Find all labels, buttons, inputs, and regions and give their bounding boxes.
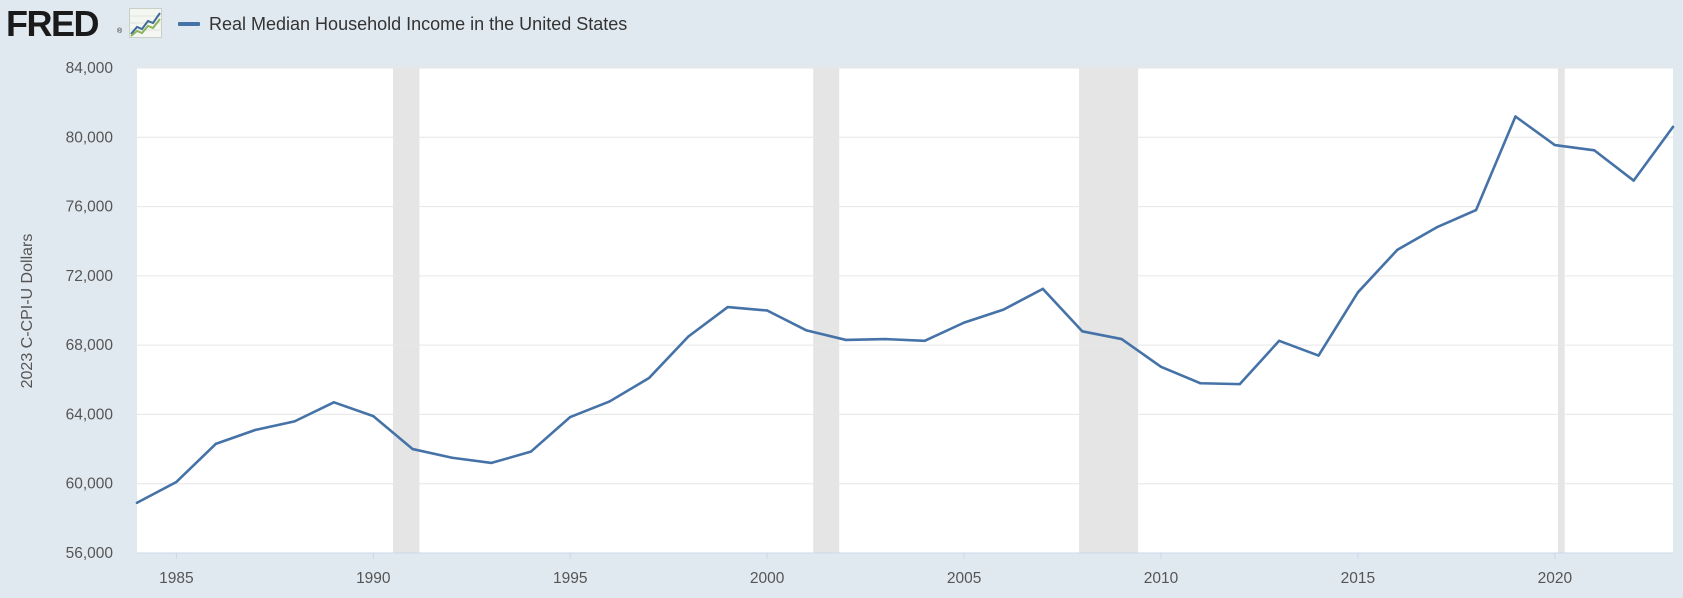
data-point-2007[interactable] xyxy=(1041,287,1045,291)
y-axis-label: 2023 C-CPI-U Dollars xyxy=(19,234,36,389)
y-tick-label: 68,000 xyxy=(66,337,114,354)
data-point-1991[interactable] xyxy=(411,447,414,451)
data-point-2021[interactable] xyxy=(1593,149,1596,152)
x-tick-label: 2010 xyxy=(1144,570,1179,587)
x-tick-label: 2005 xyxy=(947,570,981,587)
x-tick-label: 2015 xyxy=(1341,570,1375,587)
data-point-2020[interactable] xyxy=(1553,143,1557,147)
y-tick-label: 84,000 xyxy=(66,60,114,77)
data-point-1988[interactable] xyxy=(293,420,296,423)
y-axis-ticks: 56,000 60,000 64,000 68,000 72,000 76,000 80,0… xyxy=(66,60,114,562)
data-point-2013[interactable] xyxy=(1277,339,1281,343)
y-tick-label: 56,000 xyxy=(66,545,114,562)
chart-header: FRED ® Real Median Household Income in t… xyxy=(0,0,1683,50)
y-tick-label: 80,000 xyxy=(66,129,114,146)
data-series xyxy=(135,115,1675,505)
data-point-2012[interactable] xyxy=(1238,382,1241,386)
x-tick-label: 2020 xyxy=(1538,570,1573,587)
data-point-2023[interactable] xyxy=(1671,125,1675,129)
data-point-1997[interactable] xyxy=(647,376,651,380)
x-axis-ticks: 1985 1990 1995 2000 2005 2010 2015 2020 xyxy=(159,553,1572,587)
data-point-2018[interactable] xyxy=(1474,208,1478,212)
data-point-1987[interactable] xyxy=(253,428,257,432)
series-line-1[interactable] xyxy=(135,115,1675,505)
data-point-1989[interactable] xyxy=(332,401,336,404)
recession-band-4 xyxy=(1557,68,1565,553)
y-tick-label: 64,000 xyxy=(66,406,114,423)
data-point-1992[interactable] xyxy=(450,456,454,459)
recession-band-2 xyxy=(813,68,840,553)
data-point-2005[interactable] xyxy=(962,321,966,324)
fred-graph-icon[interactable] xyxy=(129,8,162,38)
x-tick-label: 2000 xyxy=(750,570,785,587)
data-point-2008[interactable] xyxy=(1081,330,1084,333)
x-tick-label: 1995 xyxy=(553,570,587,587)
data-point-1986[interactable] xyxy=(214,442,217,446)
data-point-1995[interactable] xyxy=(569,415,572,419)
y-tick-label: 60,000 xyxy=(66,476,114,493)
data-point-2010[interactable] xyxy=(1159,365,1163,368)
recession-bands xyxy=(393,68,1565,553)
data-point-2011[interactable] xyxy=(1199,382,1202,385)
legend-series-label: Real Median Household Income in the Unit… xyxy=(209,14,628,34)
fred-logo[interactable]: FRED xyxy=(6,3,100,44)
data-point-2002[interactable] xyxy=(844,338,848,342)
data-point-1998[interactable] xyxy=(687,335,690,338)
data-point-2000[interactable] xyxy=(765,309,769,312)
data-point-2006[interactable] xyxy=(1002,308,1005,311)
data-point-2003[interactable] xyxy=(884,337,887,341)
x-tick-label: 1990 xyxy=(356,570,391,587)
data-point-1990[interactable] xyxy=(372,414,375,418)
data-point-1993[interactable] xyxy=(490,461,493,465)
data-point-2014[interactable] xyxy=(1317,354,1320,357)
y-tick-label: 72,000 xyxy=(66,268,114,285)
data-point-1985[interactable] xyxy=(175,480,178,484)
recession-band-1 xyxy=(393,68,420,553)
gridlines xyxy=(137,67,1673,485)
chart-legend: Real Median Household Income in the Unit… xyxy=(178,12,627,36)
data-point-2017[interactable] xyxy=(1435,226,1438,229)
data-point-1996[interactable] xyxy=(608,400,611,403)
data-point-2004[interactable] xyxy=(923,339,926,343)
fred-logo-registered-mark: ® xyxy=(117,28,123,35)
x-tick-label: 1985 xyxy=(159,570,193,587)
legend-series-swatch xyxy=(178,22,200,26)
recession-band-3 xyxy=(1079,68,1139,553)
data-point-2019[interactable] xyxy=(1514,115,1517,118)
y-tick-label: 76,000 xyxy=(66,199,114,216)
data-point-2015[interactable] xyxy=(1356,291,1360,294)
data-point-2022[interactable] xyxy=(1632,179,1635,182)
data-point-1994[interactable] xyxy=(529,450,533,453)
data-point-2009[interactable] xyxy=(1120,337,1123,341)
plot-area[interactable] xyxy=(137,68,1673,553)
data-point-2016[interactable] xyxy=(1396,248,1399,252)
data-point-2001[interactable] xyxy=(805,329,808,332)
data-point-1999[interactable] xyxy=(726,305,729,309)
data-point-1984[interactable] xyxy=(135,501,139,504)
